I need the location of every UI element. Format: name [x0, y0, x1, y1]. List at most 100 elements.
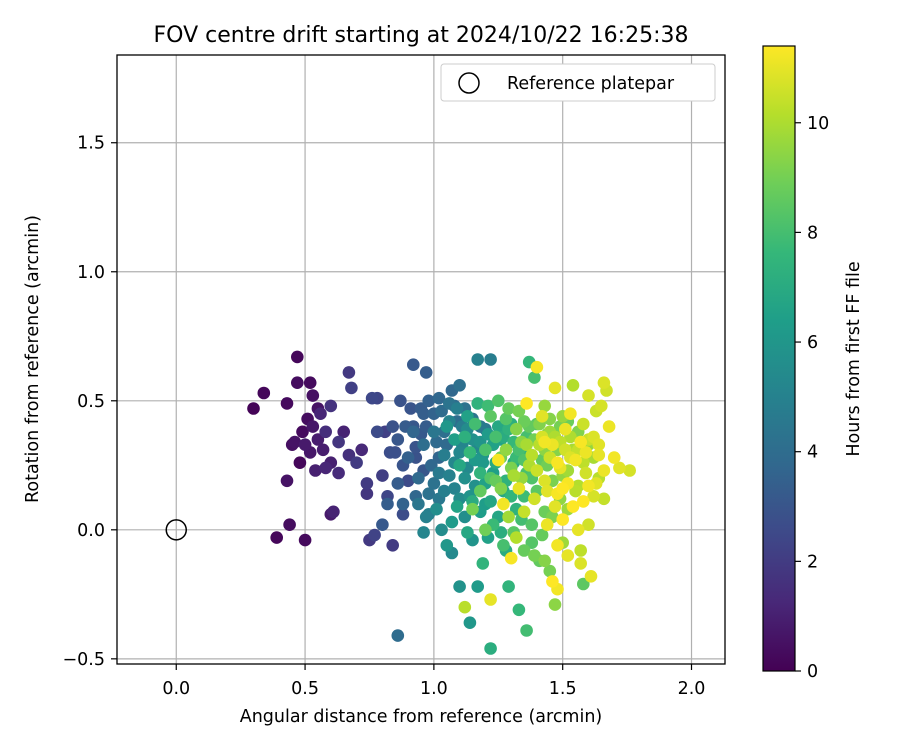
data-point	[430, 502, 443, 516]
data-point	[435, 523, 448, 537]
data-point	[535, 410, 549, 423]
data-point	[337, 425, 351, 439]
data-point	[574, 435, 587, 449]
legend-reference-marker	[458, 72, 480, 94]
data-point	[440, 420, 454, 433]
data-point	[502, 580, 515, 593]
data-point	[484, 593, 497, 606]
data-point	[376, 518, 389, 531]
data-point	[448, 433, 461, 446]
y-tick-label: 0.5	[77, 392, 105, 412]
data-point	[293, 456, 307, 470]
data-point	[303, 376, 317, 390]
data-point	[283, 518, 296, 531]
data-point	[453, 580, 466, 593]
data-point	[592, 448, 606, 462]
colorbar-label: Hours from first FF file	[844, 261, 864, 456]
data-point	[520, 624, 533, 637]
data-point	[484, 410, 497, 423]
data-point	[319, 461, 333, 475]
data-point	[417, 526, 430, 539]
data-point	[432, 391, 446, 405]
data-point	[548, 381, 562, 395]
data-point	[492, 394, 505, 408]
data-point	[316, 443, 330, 457]
data-point	[386, 420, 400, 433]
y-tick-label: −0.5	[63, 650, 106, 670]
data-point	[407, 358, 420, 372]
data-point	[517, 415, 531, 428]
data-point	[471, 353, 485, 366]
data-point	[427, 477, 441, 490]
data-point	[419, 366, 433, 379]
data-point	[504, 551, 518, 565]
data-point	[394, 394, 407, 408]
data-point	[489, 430, 503, 444]
data-point	[525, 518, 539, 531]
data-point	[396, 497, 410, 511]
data-point	[450, 500, 464, 513]
data-point	[471, 580, 485, 593]
data-point	[556, 513, 569, 526]
data-point	[247, 402, 260, 415]
grid-lines	[117, 55, 725, 664]
data-point	[422, 487, 436, 501]
data-point	[566, 500, 580, 513]
data-point	[502, 510, 515, 524]
data-point	[512, 404, 526, 418]
data-point	[535, 528, 549, 542]
data-point	[530, 464, 544, 477]
colorbar-tick-label: 6	[807, 333, 818, 353]
y-tick-label: 1.0	[77, 263, 105, 283]
data-point	[257, 386, 271, 400]
data-point	[569, 484, 582, 498]
data-point	[376, 469, 389, 482]
data-point	[407, 425, 420, 439]
data-point	[298, 533, 312, 547]
data-point	[574, 557, 587, 570]
data-point	[417, 407, 430, 421]
data-point	[584, 570, 598, 583]
colorbar-tick-label: 0	[807, 662, 818, 682]
colorbar-gradient	[762, 45, 796, 672]
data-point	[280, 474, 294, 488]
data-point	[466, 502, 479, 516]
data-point	[381, 497, 394, 511]
data-point	[494, 482, 508, 495]
data-point	[595, 399, 608, 413]
data-point	[430, 435, 443, 449]
data-point	[391, 629, 405, 642]
data-point	[365, 391, 379, 405]
x-tick-label: 1.5	[549, 679, 577, 699]
data-point	[592, 438, 606, 452]
data-point	[492, 453, 505, 467]
data-point	[422, 394, 436, 408]
data-point	[461, 526, 474, 539]
data-point	[517, 505, 531, 519]
data-point	[551, 456, 564, 470]
data-point	[391, 477, 405, 490]
data-point	[291, 350, 304, 364]
data-point	[458, 471, 472, 485]
data-point	[492, 420, 505, 433]
data-point	[579, 446, 593, 459]
data-point	[528, 371, 541, 384]
data-point	[332, 435, 345, 449]
data-point	[370, 425, 384, 439]
data-point	[551, 539, 564, 552]
data-point	[546, 575, 559, 588]
data-point	[548, 598, 562, 611]
data-point	[571, 523, 585, 537]
data-point	[559, 422, 572, 436]
x-tick-label: 0.0	[162, 679, 190, 699]
data-point	[288, 435, 302, 449]
data-point	[360, 487, 374, 501]
y-tick-label: 0.0	[77, 521, 105, 541]
data-point	[520, 397, 533, 410]
data-point	[481, 399, 495, 413]
data-point	[528, 492, 541, 506]
data-point	[458, 600, 472, 614]
data-point	[540, 484, 554, 498]
data-point	[435, 404, 448, 418]
data-point	[543, 564, 557, 578]
